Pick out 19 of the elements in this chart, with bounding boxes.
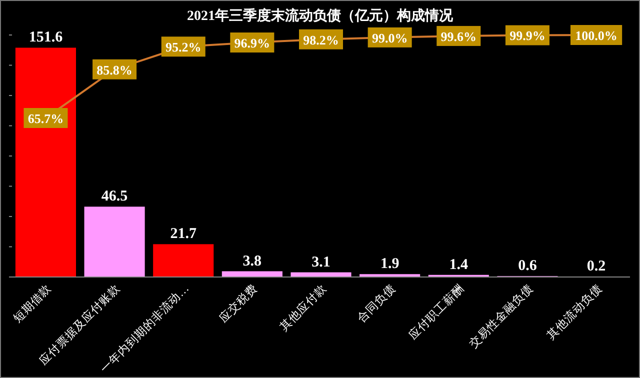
data-label: 3.8 [242, 253, 262, 270]
data-label: 99.9% [510, 28, 546, 44]
data-label: 100.0% [575, 28, 618, 43]
data-label: 3.1 [312, 254, 330, 270]
x-tick-label: 应付职工薪酬 [406, 281, 467, 342]
data-label: 1.4 [449, 256, 469, 273]
x-tick-label: 短期借款 [10, 282, 54, 326]
x-tick-label: 交易性金融负债 [466, 281, 536, 351]
x-tick-label: 应交税费 [216, 281, 260, 326]
data-label: 46.5 [101, 188, 128, 205]
data-label: 21.7 [170, 226, 197, 242]
data-label: 0.6 [518, 258, 538, 274]
x-tick-label: 其他应付款 [276, 281, 330, 334]
x-tick-label: 合同负债 [354, 282, 398, 326]
data-label: 0.2 [586, 258, 606, 275]
x-tick-label: 其他流动负债 [544, 281, 604, 342]
data-label: 1.9 [380, 256, 400, 272]
data-label: 151.6 [28, 30, 64, 46]
chart-title: 2021年三季度末流动负债（亿元）构成情况 [187, 7, 454, 24]
